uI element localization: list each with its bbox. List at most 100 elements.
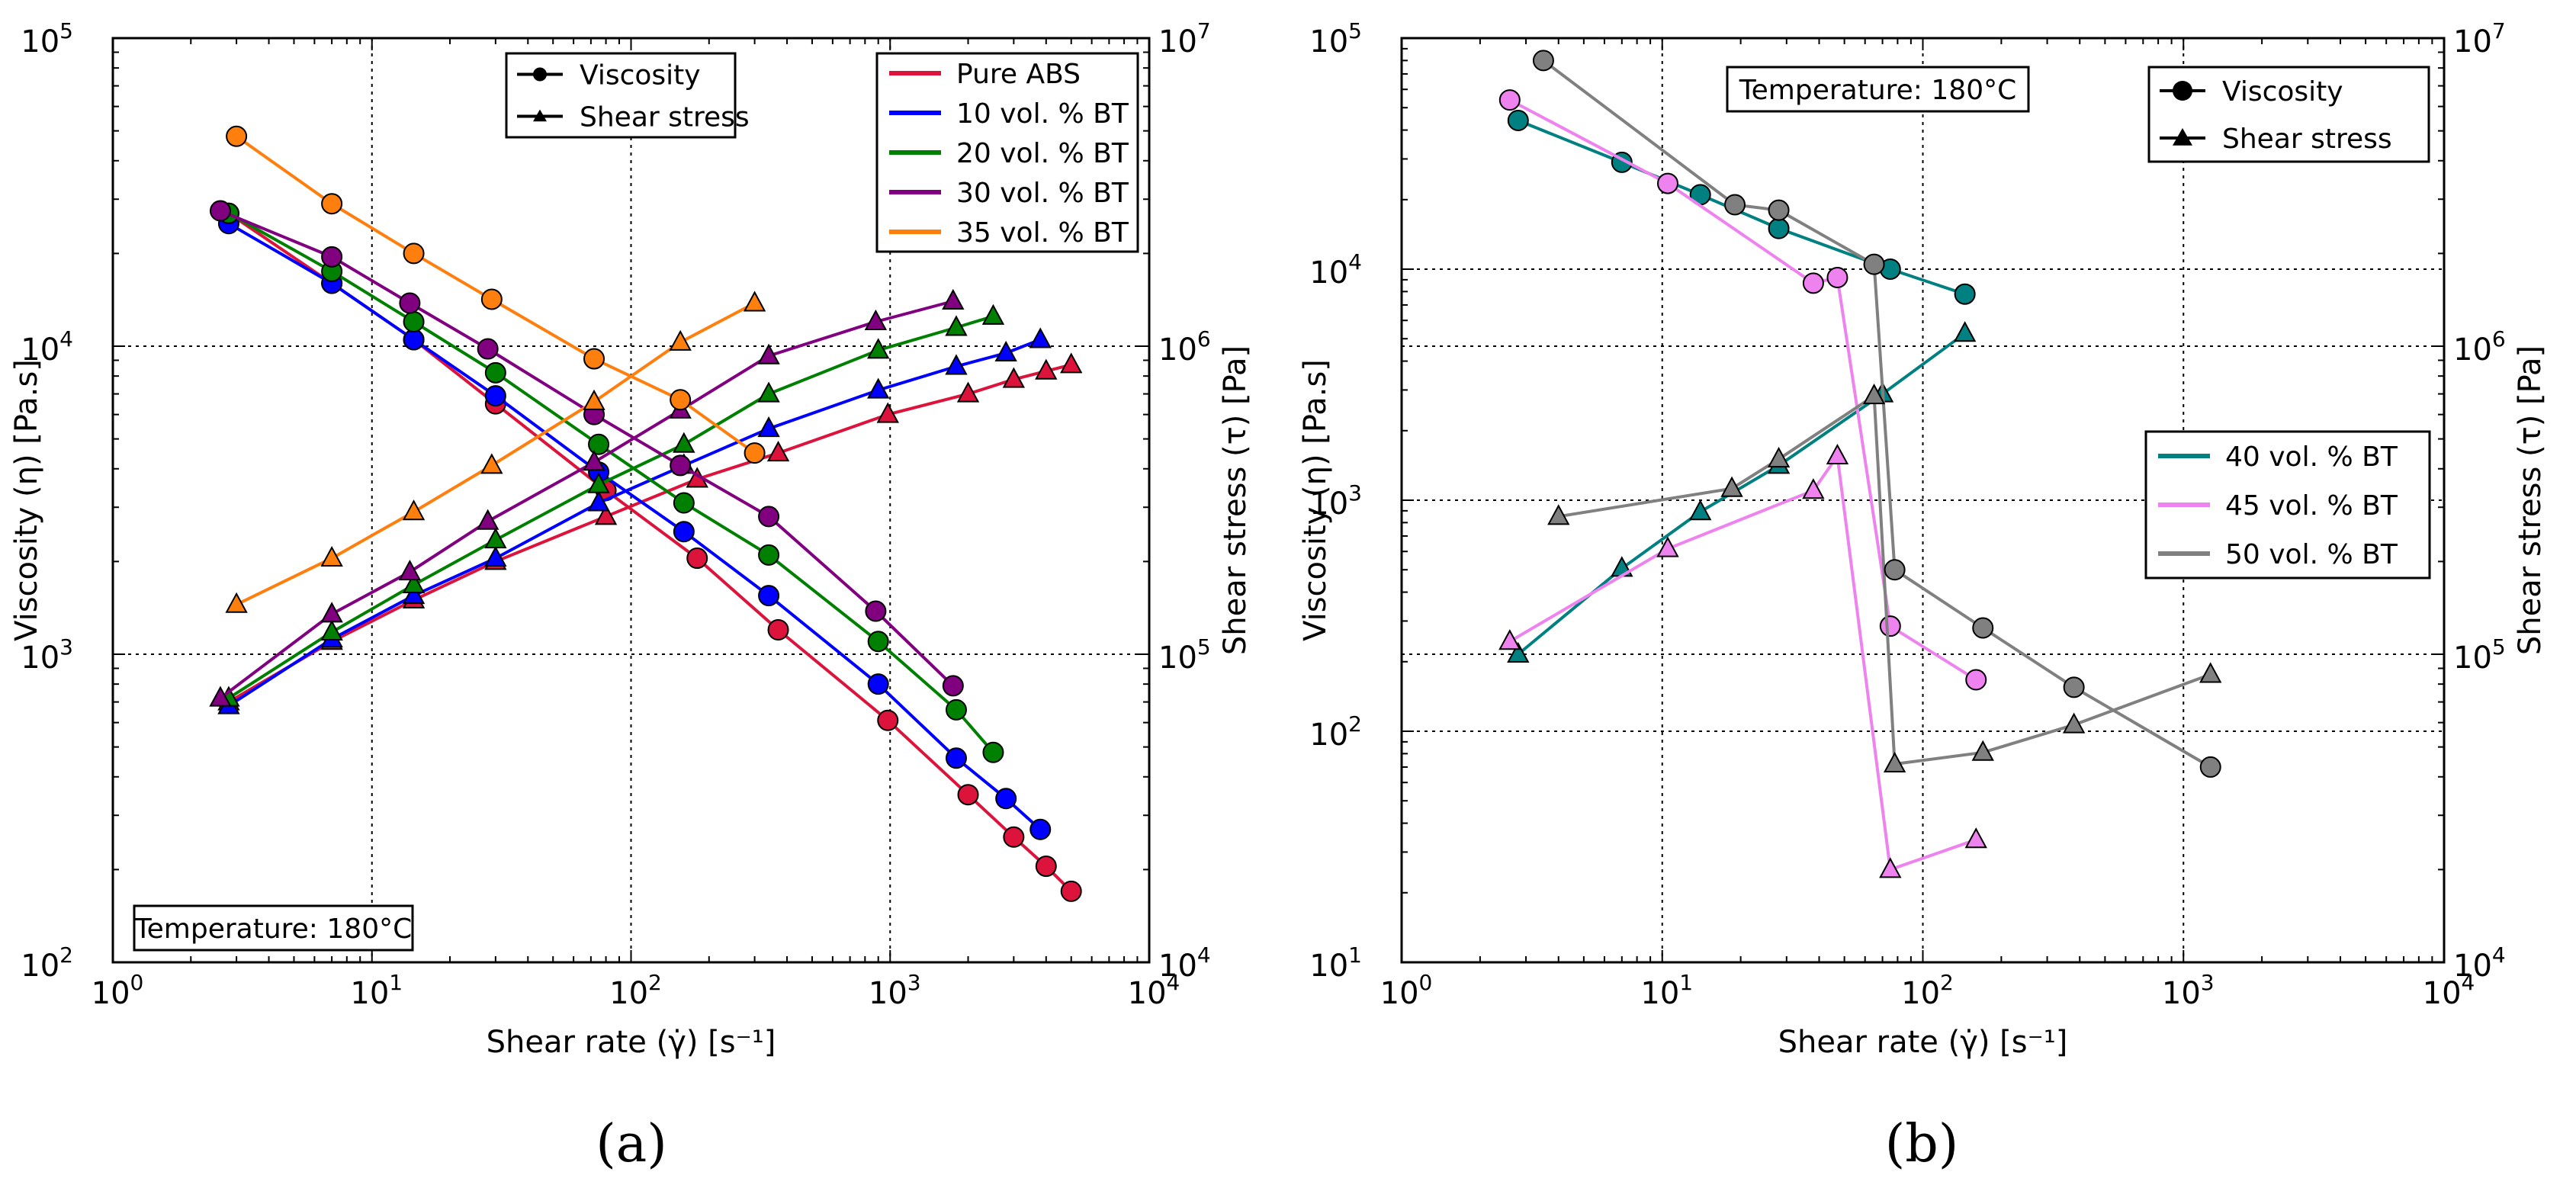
viscosity-point — [1768, 199, 1790, 221]
legend-circle-marker — [533, 67, 547, 82]
legend-triangle-marker — [2173, 128, 2192, 146]
viscosity-point — [588, 433, 610, 455]
shear-stress-point — [225, 592, 248, 613]
viscosity-point — [867, 631, 889, 653]
marker-legend — [2147, 66, 2430, 163]
viscosity-point — [758, 544, 780, 566]
y-tick-label: 105 — [21, 18, 73, 59]
shear-stress-point — [867, 377, 890, 399]
viscosity-line — [227, 211, 995, 754]
shear-stress-line — [227, 363, 1072, 704]
viscosity-point — [321, 246, 343, 268]
shear-stress-point — [1547, 504, 1570, 525]
y2-tick-label: 106 — [1158, 326, 1211, 368]
shear-stress-point — [669, 329, 692, 351]
shear-stress-point — [757, 381, 780, 403]
x-tick-label: 103 — [2162, 970, 2215, 1011]
annotation-box — [1726, 66, 2030, 113]
legend-label: Pure ABS — [956, 59, 1081, 90]
legend-circle-marker — [2173, 81, 2192, 101]
series-45-vol-bt — [1498, 89, 1987, 878]
x-tick-label: 100 — [1380, 970, 1433, 1011]
viscosity-point — [1656, 172, 1678, 194]
viscosity-line — [227, 212, 1073, 893]
viscosity-point — [1954, 283, 1976, 305]
shear-stress-point — [484, 545, 507, 567]
shear-stress-point — [583, 389, 605, 410]
viscosity-point — [995, 788, 1017, 810]
viscosity-point — [673, 492, 695, 514]
shear-stress-point — [994, 340, 1017, 361]
viscosity-point — [1029, 818, 1052, 840]
shear-stress-point — [1498, 629, 1521, 650]
panel-caption: (b) — [1885, 1114, 1959, 1174]
shear-stress-point — [945, 315, 968, 336]
viscosity-point — [403, 242, 425, 265]
x-tick-label: 101 — [1640, 970, 1693, 1011]
viscosity-point — [670, 389, 692, 411]
y2-tick-label: 107 — [1158, 18, 1211, 59]
viscosity-point — [209, 200, 231, 222]
viscosity-point — [1035, 856, 1057, 878]
shear-stress-point — [757, 343, 780, 364]
y-tick-label: 104 — [21, 326, 73, 368]
viscosity-point — [1498, 89, 1521, 111]
shear-stress-point — [1826, 443, 1849, 465]
viscosity-point — [758, 506, 780, 528]
shear-stress-point — [587, 472, 610, 493]
legend-label: 50 vol. % BT — [2225, 539, 2398, 570]
shear-stress-point — [876, 402, 899, 423]
legend-label: 30 vol. % BT — [956, 178, 1129, 209]
x-tick-label: 103 — [869, 970, 921, 1011]
shear-stress-point — [981, 303, 1005, 325]
panel-caption: (a) — [596, 1114, 667, 1174]
shear-stress-point — [476, 509, 499, 530]
viscosity-point — [982, 741, 1004, 763]
shear-stress-point — [1862, 384, 1886, 405]
viscosity-point — [484, 385, 506, 407]
y-tick-label: 105 — [1309, 18, 1362, 59]
viscosity-point — [403, 329, 425, 351]
shear-stress-point — [1964, 827, 1987, 849]
x-axis-label: Shear rate (γ̇) [s⁻¹] — [1778, 1025, 2068, 1060]
shear-stress-point — [1879, 857, 1902, 878]
series-30-vol-bt — [209, 200, 965, 707]
viscosity-point — [226, 125, 248, 147]
y2-tick-label: 107 — [2453, 18, 2506, 59]
x-tick-label: 102 — [609, 970, 662, 1011]
legend-label: 45 vol. % BT — [2225, 490, 2398, 522]
shear-stress-point — [583, 450, 605, 471]
viscosity-point — [403, 311, 425, 333]
viscosity-line — [1542, 59, 2211, 769]
panel-a: 100 101 102 103 104 102 103 104 105 104 105 106 107 S… — [9, 18, 1253, 1174]
viscosity-point — [877, 709, 899, 731]
viscosity-point — [1507, 110, 1529, 132]
shear-stress-point — [1953, 321, 1977, 342]
viscosity-point — [1724, 194, 1746, 216]
y-tick-label: 101 — [1309, 942, 1362, 984]
viscosity-line — [1508, 98, 1977, 682]
y-tick-label: 103 — [21, 634, 73, 676]
shear-stress-point — [942, 288, 965, 310]
viscosity-point — [942, 675, 964, 697]
shear-stress-point — [1802, 478, 1825, 499]
series-35-vol-bt — [225, 125, 766, 613]
shear-stress-point — [402, 583, 426, 605]
viscosity-point — [1802, 272, 1824, 294]
shear-stress-point — [484, 527, 507, 549]
shear-stress-point — [864, 309, 888, 331]
y2-tick-label: 105 — [1158, 634, 1211, 676]
legend-label: 20 vol. % BT — [956, 138, 1129, 169]
viscosity-point — [2063, 676, 2085, 698]
legend-label: Viscosity — [580, 60, 701, 92]
shear-stress-point — [1767, 446, 1791, 468]
series-40-vol-bt — [1507, 110, 1977, 663]
viscosity-point — [673, 521, 695, 543]
y-tick-label: 103 — [1309, 480, 1362, 522]
annotation-box — [133, 904, 414, 952]
legend-label: 40 vol. % BT — [2225, 441, 2398, 473]
viscosity-point — [686, 547, 708, 570]
plot-frame — [111, 37, 1151, 964]
shear-stress-point — [480, 453, 503, 474]
shear-stress-point — [398, 559, 422, 581]
